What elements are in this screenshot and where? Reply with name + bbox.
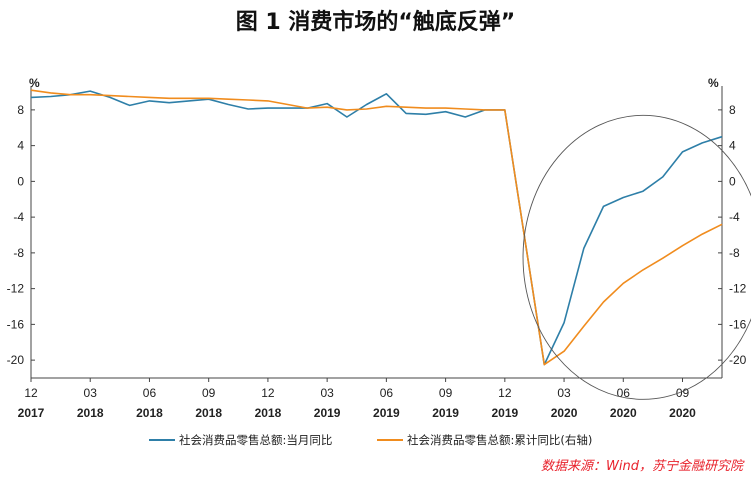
x-tick-year: 2018 bbox=[136, 406, 163, 420]
left-tick-label: -4 bbox=[13, 210, 24, 224]
legend: 社会消费品零售总额:当月同比 社会消费品零售总额:累计同比(右轴) bbox=[149, 433, 592, 447]
x-tick-year: 2019 bbox=[373, 406, 400, 420]
right-tick-label: 0 bbox=[729, 174, 736, 188]
right-tick-label: -4 bbox=[729, 210, 740, 224]
right-tick-label: -12 bbox=[729, 282, 747, 296]
right-tick-label: -16 bbox=[729, 317, 747, 331]
x-tick-month: 12 bbox=[261, 386, 275, 400]
right-tick-label: -8 bbox=[729, 246, 740, 260]
legend-label-2: 社会消费品零售总额:累计同比(右轴) bbox=[407, 433, 592, 447]
x-tick-year: 2018 bbox=[195, 406, 222, 420]
legend-label-1: 社会消费品零售总额:当月同比 bbox=[179, 433, 332, 447]
x-tick-year: 2020 bbox=[610, 406, 637, 420]
axes: % % 8 4 0 -4 -8 -12 -16 -20 8 4 0 -4 -8 -12 -16 -20 12 2017… bbox=[7, 76, 747, 420]
source-note: 数据来源：Wind，苏宁金融研究院 bbox=[541, 459, 743, 474]
series-line-1 bbox=[30, 90, 723, 366]
x-tick-year: 2019 bbox=[314, 406, 341, 420]
x-tick-month: 06 bbox=[380, 386, 394, 400]
x-tick-month: 09 bbox=[439, 386, 453, 400]
x-tick-year: 2017 bbox=[18, 406, 45, 420]
annotation-ellipse bbox=[522, 114, 751, 400]
left-tick-label: 8 bbox=[17, 103, 24, 117]
x-tick-month: 03 bbox=[84, 386, 98, 400]
x-tick-month: 03 bbox=[557, 386, 571, 400]
x-tick-year: 2019 bbox=[491, 406, 518, 420]
left-tick-label: 0 bbox=[17, 174, 24, 188]
right-tick-label: 8 bbox=[729, 103, 736, 117]
x-tick-year: 2020 bbox=[551, 406, 578, 420]
chart-title: 图 1 消费市场的“触底反弹” bbox=[235, 10, 516, 35]
x-tick-month: 03 bbox=[320, 386, 334, 400]
x-tick-year: 2018 bbox=[255, 406, 282, 420]
right-tick-label: 4 bbox=[729, 139, 736, 153]
right-axis-unit: % bbox=[708, 76, 719, 90]
left-tick-label: 4 bbox=[17, 139, 24, 153]
x-tick-year: 2019 bbox=[432, 406, 459, 420]
x-tick-month: 12 bbox=[24, 386, 38, 400]
series-layer bbox=[30, 89, 751, 400]
x-tick-year: 2018 bbox=[77, 406, 104, 420]
right-tick-label: -20 bbox=[729, 353, 747, 367]
left-tick-label: -20 bbox=[7, 353, 25, 367]
left-tick-label: -16 bbox=[7, 317, 25, 331]
x-tick-month: 09 bbox=[202, 386, 216, 400]
left-tick-label: -12 bbox=[7, 282, 25, 296]
left-tick-label: -8 bbox=[13, 246, 24, 260]
left-axis-unit: % bbox=[29, 76, 40, 90]
series-line-2 bbox=[30, 89, 723, 366]
x-tick-month: 12 bbox=[498, 386, 512, 400]
x-tick-month: 06 bbox=[143, 386, 157, 400]
x-tick-year: 2020 bbox=[669, 406, 696, 420]
